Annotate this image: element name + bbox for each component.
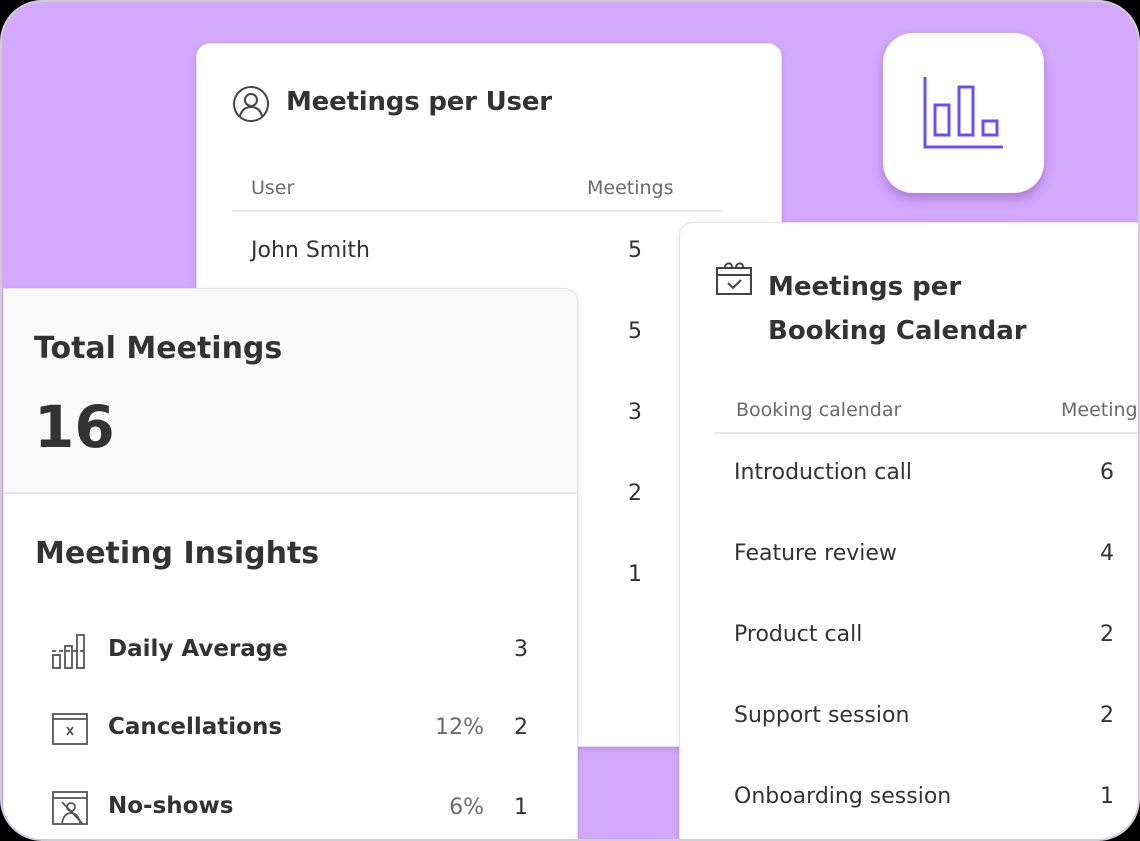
meeting-count: 5: [628, 319, 642, 344]
insight-value: 2: [514, 715, 528, 740]
calendar-check-icon: [716, 262, 752, 295]
insight-label: Daily Average: [108, 636, 288, 662]
meeting-count: 1: [628, 562, 642, 587]
meeting-count: 2: [1100, 703, 1114, 728]
calendar-cancel-icon: [52, 713, 88, 745]
insight-label: No-shows: [108, 793, 234, 819]
meeting-count: 3: [628, 400, 642, 425]
header-divider: [715, 432, 1138, 434]
total-meetings-title: Total Meetings: [34, 331, 283, 366]
calendar-name: Product call: [734, 622, 863, 647]
total-meetings-card: Total Meetings 16 Meeting Insights Daily…: [3, 288, 578, 839]
insight-label: Cancellations: [108, 714, 283, 740]
calendar-name: Onboarding session: [734, 784, 952, 809]
meeting-insights-title: Meeting Insights: [35, 536, 320, 571]
total-meetings-header: Total Meetings 16: [4, 289, 577, 494]
meeting-count: 5: [628, 238, 642, 263]
column-header-user: User: [251, 177, 295, 199]
calendar-name: Introduction call: [734, 460, 913, 485]
header-divider: [232, 210, 721, 212]
calendar-name: Feature review: [734, 541, 897, 566]
meeting-count: 6: [1100, 460, 1114, 485]
analytics-app-icon[interactable]: [883, 33, 1044, 193]
total-meetings-value: 16: [34, 393, 115, 461]
meeting-count: 2: [1100, 622, 1114, 647]
insight-value: 3: [514, 637, 528, 662]
meetings-per-calendar-card: Meetings per Booking Calendar Booking ca…: [679, 222, 1140, 839]
meeting-count: 2: [628, 481, 642, 506]
calendar-no-show-icon: [52, 791, 88, 825]
insight-percent: 12%: [435, 715, 484, 740]
bar-chart-icon: [923, 77, 1003, 149]
column-header-meetings: Meetings: [1061, 399, 1140, 421]
card-title-line1: Meetings per: [768, 272, 962, 302]
meeting-count: 4: [1100, 541, 1114, 566]
meeting-count: 1: [1100, 784, 1114, 809]
card-title: Meetings per User: [286, 87, 552, 117]
user-name: John Smith: [251, 238, 370, 263]
bar-chart-icon: [52, 634, 85, 669]
card-title-line2: Booking Calendar: [768, 316, 1027, 346]
card-title: Meetings per Booking Calendar: [768, 265, 1027, 353]
insight-percent: 6%: [449, 795, 484, 820]
column-header-calendar: Booking calendar: [736, 399, 902, 421]
calendar-name: Support session: [734, 703, 910, 728]
column-header-meetings: Meetings: [587, 177, 674, 199]
user-circle-icon: [233, 86, 269, 122]
insight-value: 1: [514, 795, 528, 820]
